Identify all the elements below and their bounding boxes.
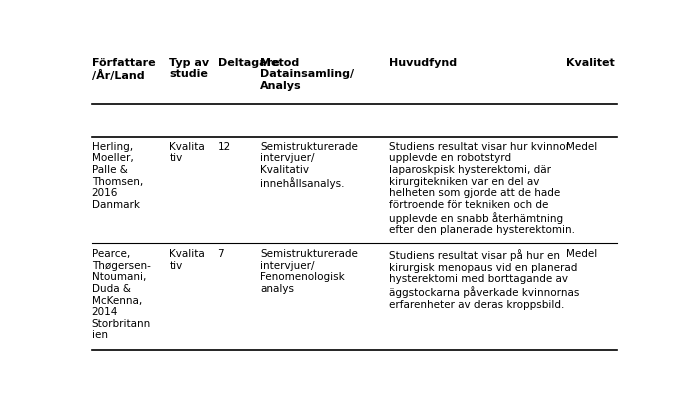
Text: Huvudfynd: Huvudfynd: [389, 58, 457, 68]
Text: Studiens resultat visar på hur en
kirurgisk menopaus vid en planerad
hysterektom: Studiens resultat visar på hur en kirurg…: [389, 249, 579, 310]
Text: Typ av
studie: Typ av studie: [169, 58, 209, 80]
Text: Metod
Datainsamling/
Analys: Metod Datainsamling/ Analys: [261, 58, 354, 91]
Text: Studiens resultat visar hur kvinnor
upplevde en robotstyrd
laparoskpisk hysterek: Studiens resultat visar hur kvinnor uppl…: [389, 142, 575, 235]
Text: Pearce,
Thøgersen-
Ntoumani,
Duda &
McKenna,
2014
Storbritann
ien: Pearce, Thøgersen- Ntoumani, Duda & McKe…: [92, 249, 151, 340]
Text: Kvalita
tiv: Kvalita tiv: [169, 142, 205, 163]
Text: 12: 12: [218, 142, 231, 152]
Text: Medel: Medel: [566, 249, 597, 259]
Text: Semistrukturerade
intervjuer/
Fenomenologisk
analys: Semistrukturerade intervjuer/ Fenomenolo…: [261, 249, 359, 294]
Text: Författare
/År/Land: Författare /År/Land: [92, 58, 155, 81]
Text: Herling,
Moeller,
Palle &
Thomsen,
2016
Danmark: Herling, Moeller, Palle & Thomsen, 2016 …: [92, 142, 143, 210]
Text: Deltagare: Deltagare: [218, 58, 279, 68]
Text: 7: 7: [218, 249, 224, 259]
Text: Medel: Medel: [566, 142, 597, 152]
Text: Semistrukturerade
intervjuer/
Kvalitativ
innehållsanalys.: Semistrukturerade intervjuer/ Kvalitativ…: [261, 142, 359, 189]
Text: Kvalitet: Kvalitet: [566, 58, 614, 68]
Text: Kvalita
tiv: Kvalita tiv: [169, 249, 205, 271]
